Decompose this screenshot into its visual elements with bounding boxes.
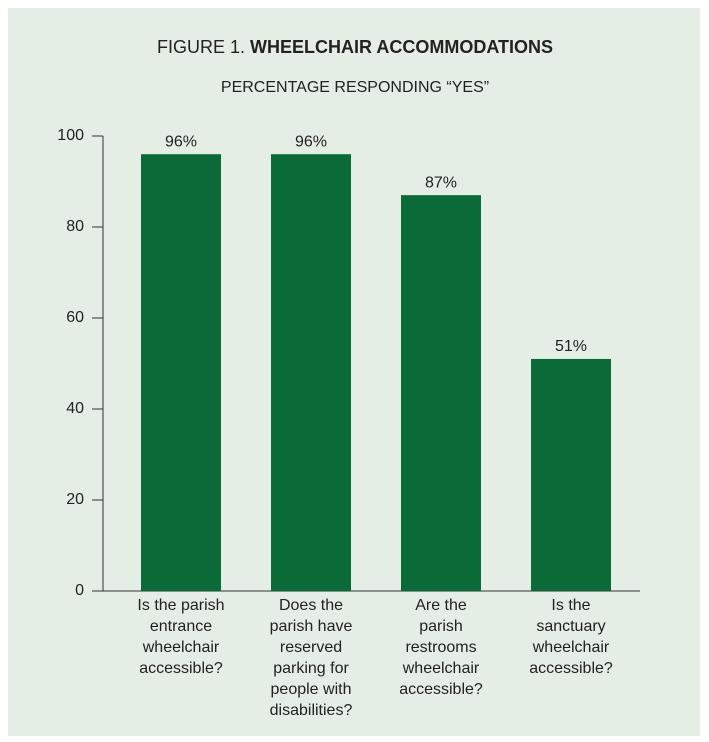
y-tick-label: 20 xyxy=(66,491,84,508)
x-tick-label: Is the parish entrance wheelchair accessibl… xyxy=(137,597,224,677)
x-tick-label-line: accessible? xyxy=(529,660,613,677)
y-tick-label: 0 xyxy=(75,582,84,599)
value-label: 87% xyxy=(425,174,457,191)
x-tick-label-line: reserved xyxy=(280,639,342,656)
value-label: 96% xyxy=(165,133,197,150)
y-tick-label: 80 xyxy=(66,218,84,235)
x-tick-label-line: wheelchair xyxy=(532,639,610,656)
y-tick-label: 60 xyxy=(66,309,84,326)
figure-label: FIGURE 1. xyxy=(157,37,245,57)
x-tick-label-line: accessible? xyxy=(399,681,483,698)
x-tick-label-line: disabilities? xyxy=(270,702,353,719)
x-tick-label-line: Are the xyxy=(415,597,467,614)
x-tick-label-line: Is the xyxy=(551,597,590,614)
value-label: 96% xyxy=(295,133,327,150)
x-tick-label-line: accessible? xyxy=(139,660,223,677)
x-tick-label-line: Does the xyxy=(279,597,343,614)
x-tick-label-line: parish have xyxy=(270,618,353,635)
x-tick-label-line: sanctuary xyxy=(536,618,605,635)
chart-title: WHEELCHAIR ACCOMMODATIONS xyxy=(250,37,553,57)
title-line: FIGURE 1. WHEELCHAIR ACCOMMODATIONS xyxy=(157,37,553,57)
value-label: 51% xyxy=(555,338,587,355)
x-tick-label-line: people with xyxy=(271,681,352,698)
x-tick-label: Does the parish have reserved parking for pe… xyxy=(270,597,353,719)
y-tick-label: 40 xyxy=(66,400,84,417)
x-tick-label: Is the sanctuary wheelchair accessible? xyxy=(529,597,613,677)
bar xyxy=(141,154,221,591)
x-tick-label-line: wheelchair xyxy=(142,639,220,656)
x-tick-label-line: Is the parish xyxy=(137,597,224,614)
x-tick-label-line: parish xyxy=(419,618,463,635)
chart-subtitle: PERCENTAGE RESPONDING “YES” xyxy=(221,79,489,96)
x-tick-label-line: restrooms xyxy=(405,639,476,656)
bar xyxy=(401,195,481,591)
y-tick-label: 100 xyxy=(57,127,84,144)
x-tick-label-line: parking for xyxy=(273,660,349,677)
x-tick-label-line: wheelchair xyxy=(402,660,480,677)
bar xyxy=(271,154,351,591)
x-tick-label-line: entrance xyxy=(150,618,212,635)
bar xyxy=(531,358,611,591)
x-tick-label: Are the parish restrooms wheelchair accessib… xyxy=(399,597,483,698)
